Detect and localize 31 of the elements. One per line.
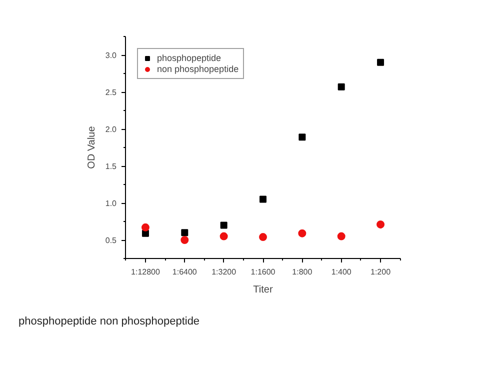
point (141, 223, 150, 232)
x-axis-title: Titer (253, 284, 274, 296)
x-tick-label: 1:3200 (212, 268, 237, 276)
x-tick-label: 1:200 (370, 268, 392, 276)
point (260, 196, 266, 203)
y-tick-label: 1.0 (105, 199, 118, 208)
point (220, 222, 228, 229)
y-axis-title: OD Value (86, 126, 98, 169)
y-tick-label: 0.5 (105, 236, 118, 245)
point (259, 233, 267, 242)
point (298, 134, 306, 141)
x-tick-label: 1:800 (292, 268, 313, 276)
point (338, 83, 345, 90)
x-tick-label: 1:12800 (131, 268, 160, 276)
point (181, 229, 188, 236)
point (298, 229, 306, 238)
text: phosphopeptide non phosphopeptide (18, 316, 200, 328)
point (337, 232, 346, 240)
legend-label: non phosphopeptide (157, 64, 239, 74)
legend-label: phosphopeptide (157, 53, 222, 63)
y-tick-label: 1.5 (105, 162, 118, 171)
x-tick-label: 1:6400 (172, 268, 198, 276)
point (180, 236, 189, 244)
y-tick-label: 2.0 (105, 125, 118, 134)
y-tick-label: 2.5 (105, 88, 118, 97)
point (220, 232, 228, 240)
y-tick-label: 3.0 (105, 51, 118, 60)
point (377, 58, 384, 66)
x-tick-label: 1:1600 (250, 268, 276, 276)
x-tick-label: 1:400 (331, 268, 352, 276)
point (376, 220, 385, 228)
